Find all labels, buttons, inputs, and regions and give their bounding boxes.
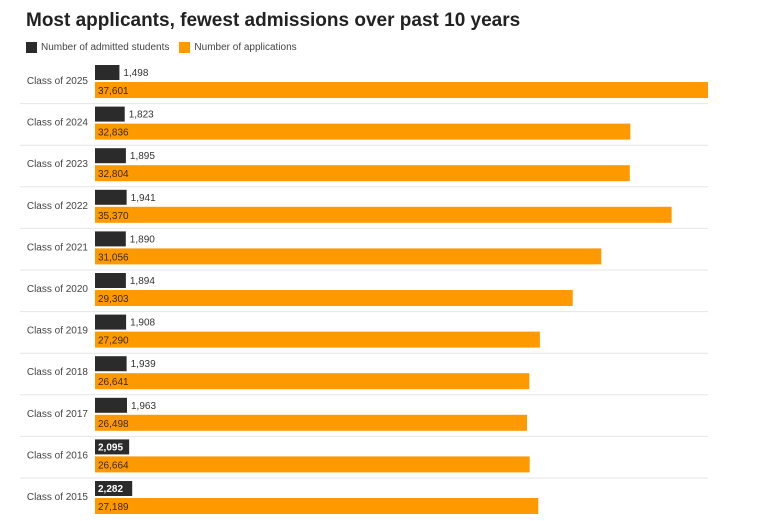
chart-title: Most applicants, fewest admissions over … bbox=[26, 10, 521, 31]
admitted-bar bbox=[95, 106, 125, 122]
admitted-value-label: 1,894 bbox=[130, 276, 155, 287]
applications-bar bbox=[95, 456, 530, 473]
legend-item-admitted: Number of admitted students bbox=[26, 42, 169, 53]
admitted-value-label: 1,908 bbox=[130, 318, 155, 329]
admitted-bar bbox=[95, 148, 126, 164]
admitted-value-label: 1,890 bbox=[130, 234, 155, 245]
legend: Number of admitted students Number of ap… bbox=[26, 42, 307, 53]
admitted-value-label: 2,095 bbox=[98, 442, 123, 453]
category-label: Class of 2017 bbox=[27, 409, 89, 420]
applications-bar bbox=[95, 248, 602, 265]
admitted-bar bbox=[95, 189, 127, 205]
applications-bar bbox=[95, 331, 540, 348]
admitted-value-label: 1,939 bbox=[131, 359, 156, 370]
category-label: Class of 2016 bbox=[27, 450, 89, 461]
category-label: Class of 2019 bbox=[27, 326, 89, 337]
legend-label-admitted: Number of admitted students bbox=[41, 42, 170, 53]
admitted-value-label: 1,895 bbox=[130, 151, 155, 162]
admitted-bar bbox=[95, 439, 130, 455]
admitted-bar bbox=[95, 314, 127, 330]
admitted-bar bbox=[95, 231, 126, 247]
category-label: Class of 2024 bbox=[27, 118, 89, 129]
applications-value-label: 35,370 bbox=[98, 211, 129, 222]
admitted-bar bbox=[95, 356, 127, 372]
applications-value-label: 29,303 bbox=[98, 294, 129, 305]
legend-swatch-admitted bbox=[26, 42, 37, 53]
applications-bar bbox=[95, 414, 527, 431]
admitted-value-label: 1,941 bbox=[131, 193, 156, 204]
admitted-bar bbox=[95, 273, 126, 288]
category-label: Class of 2022 bbox=[27, 201, 89, 212]
category-label: Class of 2020 bbox=[27, 284, 89, 295]
category-label: Class of 2018 bbox=[27, 367, 89, 378]
applications-value-label: 26,498 bbox=[98, 419, 129, 430]
category-label: Class of 2023 bbox=[27, 159, 89, 170]
applications-bar bbox=[95, 165, 630, 182]
admitted-value-label: 1,498 bbox=[123, 68, 148, 79]
applications-bar bbox=[95, 206, 672, 223]
applications-bar bbox=[95, 82, 708, 98]
category-label: Class of 2025 bbox=[27, 76, 89, 87]
applications-value-label: 37,601 bbox=[98, 86, 129, 97]
legend-item-applications: Number of applications bbox=[179, 42, 297, 53]
legend-swatch-applications bbox=[179, 42, 191, 53]
applications-bar bbox=[95, 373, 530, 390]
admitted-value-label: 1,963 bbox=[131, 401, 156, 412]
category-label: Class of 2021 bbox=[27, 242, 89, 253]
admitted-bar bbox=[95, 481, 133, 496]
applications-value-label: 27,189 bbox=[98, 502, 129, 513]
applications-value-label: 26,664 bbox=[98, 460, 129, 471]
admitted-bar bbox=[95, 65, 120, 80]
applications-bar bbox=[95, 123, 631, 140]
legend-label-applications: Number of applications bbox=[194, 42, 297, 53]
admitted-value-label: 2,282 bbox=[98, 484, 123, 495]
applications-bar bbox=[95, 498, 539, 514]
admitted-bar bbox=[95, 397, 128, 413]
applications-value-label: 27,290 bbox=[98, 336, 129, 347]
admitted-value-label: 1,823 bbox=[129, 110, 154, 121]
category-label: Class of 2015 bbox=[27, 492, 89, 503]
applications-value-label: 32,836 bbox=[98, 128, 129, 139]
applications-value-label: 26,641 bbox=[98, 377, 129, 388]
applications-value-label: 31,056 bbox=[98, 252, 129, 263]
applications-value-label: 32,804 bbox=[98, 169, 129, 180]
applications-bar bbox=[95, 290, 573, 306]
